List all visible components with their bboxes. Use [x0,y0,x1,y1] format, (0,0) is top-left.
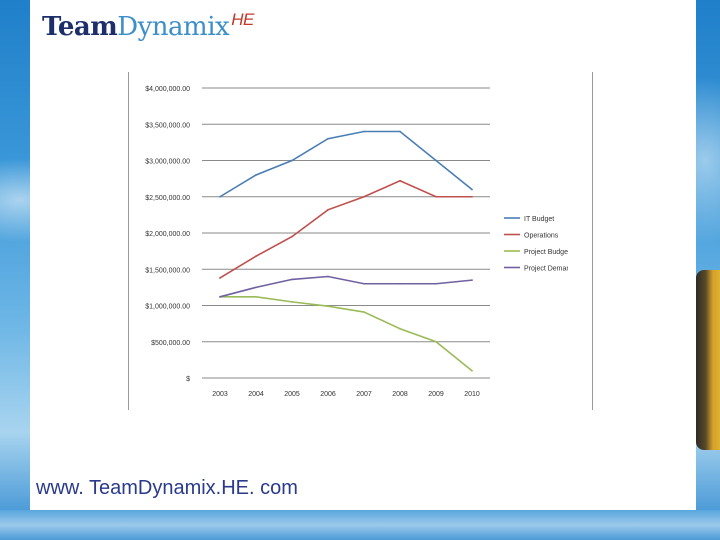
data-point [327,137,329,140]
legend-label: Operations [524,233,559,240]
data-point [399,282,401,285]
data-point [291,235,293,238]
series-line [220,296,473,372]
data-point [435,282,437,285]
footer-url: www. TeamDynamix.HE. com [36,477,298,499]
data-point [219,195,221,198]
data-point [219,277,221,279]
data-point [471,369,473,372]
data-point [471,195,473,198]
y-tick-label: $ [186,376,190,383]
x-tick-label: 2007 [356,391,372,398]
data-point [399,179,401,182]
bottom-band [0,510,720,540]
data-point [255,255,257,258]
data-point [399,130,401,133]
data-point [327,208,329,211]
data-point [363,130,365,133]
y-tick-label: $500,000.00 [151,340,190,347]
data-point [363,282,365,285]
series-line [219,179,472,279]
series-line [219,275,473,298]
teamdynamix-logo: TeamDynamix HE [42,10,254,46]
data-point [435,159,437,162]
x-tick-label: 2009 [428,391,444,398]
data-point [255,295,257,298]
x-tick-label: 2010 [464,391,480,398]
y-tick-label: $3,000,000.00 [145,159,190,166]
data-point [291,278,293,281]
y-tick-label: $4,000,000.00 [145,86,190,93]
y-tick-label: $3,500,000.00 [145,122,190,129]
chart-container: $ $500,000.00 $1,000,000.00 $1,500,000.00 $2… [96,72,574,410]
y-tick-label: $1,500,000.00 [145,267,190,274]
data-point [435,195,437,198]
data-point [327,275,329,278]
data-point [219,295,221,298]
logo-he: HE [231,10,254,29]
y-tick-label: $1,000,000.00 [145,304,190,311]
image-border-right [592,72,593,410]
data-point [291,300,293,303]
legend-label: Project Demand [524,266,568,273]
data-point [363,195,365,198]
slide: TeamDynamix HE www. TeamDynamix.HE. com [30,0,696,510]
line-chart: $ $500,000.00 $1,000,000.00 $1,500,000.00 $2… [145,86,574,398]
data-point [255,286,257,289]
series-line [219,130,473,198]
data-point [327,305,329,308]
data-point [435,340,437,343]
y-tick-label: $2,000,000.00 [145,231,190,238]
legend-label: IT Budget [524,216,554,223]
logo-team: Team [42,12,118,42]
data-point [471,279,473,282]
data-point [471,188,473,191]
data-point [255,174,257,176]
page-curl-decoration [696,270,720,450]
data-point [363,311,365,313]
x-tick-label: 2008 [392,391,408,398]
y-tick-label: $2,500,000.00 [145,195,190,202]
x-tick-label: 2004 [248,391,264,398]
data-point [291,159,293,162]
image-border-left [128,72,129,410]
x-tick-label: 2003 [212,391,228,398]
x-tick-label: 2005 [284,391,300,398]
logo-dynamix: Dynamix [117,12,230,42]
x-tick-label: 2006 [320,391,336,398]
data-point [399,327,401,330]
legend-label: Project Budget [524,249,568,256]
